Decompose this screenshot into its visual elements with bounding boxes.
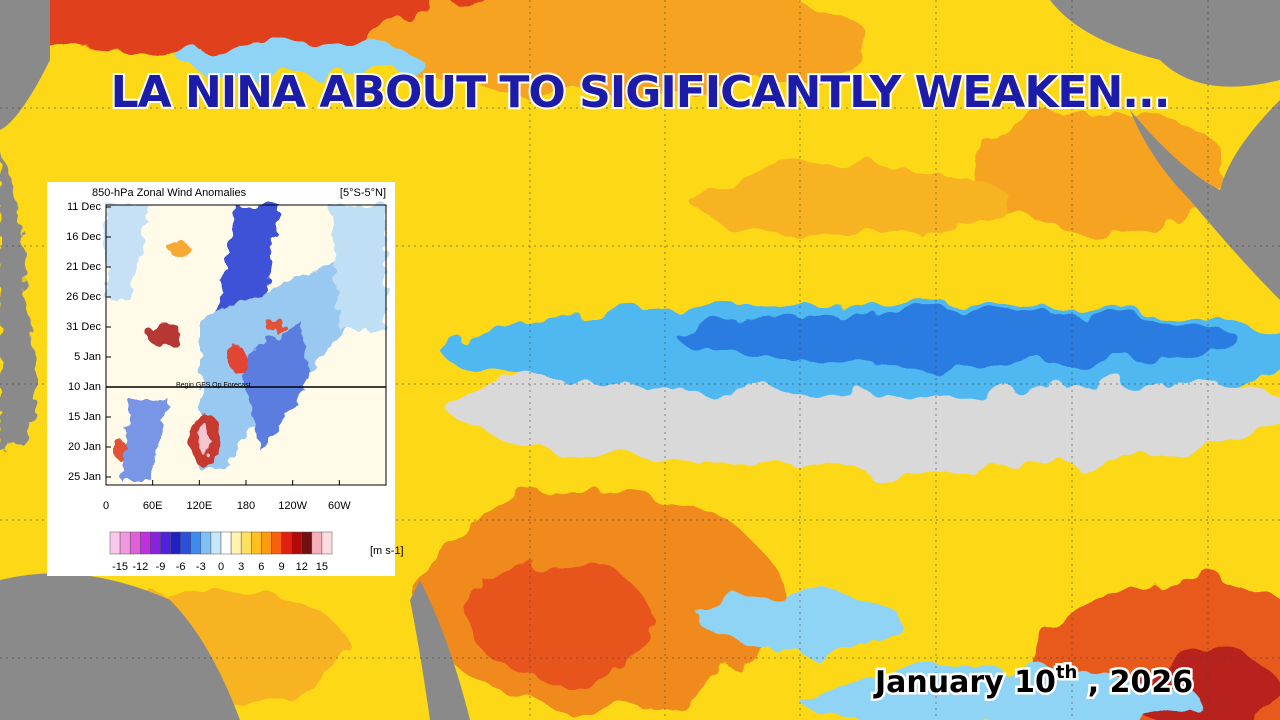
x-tick-label: 120W <box>278 500 307 512</box>
colorbar-swatch <box>140 531 151 555</box>
y-tick-label: 10 Jan <box>68 381 101 393</box>
x-tick-label: 120E <box>186 500 212 512</box>
colorbar-tick-label: 15 <box>316 561 328 573</box>
colorbar-tick-label: 12 <box>296 561 308 573</box>
inset-title: 850-hPa Zonal Wind Anomalies <box>92 187 247 199</box>
x-tick-label: 0 <box>103 500 109 512</box>
colorbar-tick-label: 0 <box>218 561 224 573</box>
colorbar-swatch <box>311 531 323 555</box>
colorbar-tick-label: 6 <box>258 561 264 573</box>
colorbar-swatch <box>170 531 181 555</box>
colorbar-tick-label: 3 <box>238 561 244 573</box>
y-tick-label: 5 Jan <box>74 351 101 363</box>
x-tick-label: 60W <box>328 500 351 512</box>
colorbar-swatch <box>301 531 313 555</box>
colorbar-tick-label: -15 <box>112 561 128 573</box>
colorbar-swatch <box>271 531 282 555</box>
hovmoller-field <box>105 204 387 486</box>
colorbar-swatch <box>261 531 272 555</box>
colorbar-swatch <box>230 531 242 555</box>
colorbar-swatch <box>210 531 222 555</box>
y-tick-label: 26 Dec <box>66 291 101 303</box>
y-tick-label: 25 Jan <box>68 471 101 483</box>
y-tick-label: 15 Jan <box>68 411 101 423</box>
x-tick-label: 60E <box>143 500 163 512</box>
colorbar-swatch <box>129 531 141 555</box>
y-tick-label: 11 Dec <box>67 201 102 213</box>
colorbar-tick-label: -6 <box>176 561 186 573</box>
colorbar-swatch <box>200 531 212 555</box>
title: LA NINA ABOUT TO SIGIFICANTLY WEAKEN... <box>111 67 1170 118</box>
colorbar-swatch <box>160 531 171 555</box>
colorbar-swatch <box>190 531 202 555</box>
y-tick-label: 21 Dec <box>66 261 101 273</box>
colorbar-swatch <box>251 531 262 555</box>
colorbar-swatch <box>150 531 161 555</box>
colorbar-swatch <box>220 531 232 555</box>
colorbar-swatch <box>281 531 292 555</box>
y-tick-label: 20 Jan <box>68 441 101 453</box>
date: January 10th , 2026 <box>873 662 1193 700</box>
colorbar-swatch <box>291 531 302 555</box>
colorbar-tick-label: -3 <box>196 561 206 573</box>
colorbar-swatch <box>180 531 191 555</box>
colorbar-swatch <box>321 531 333 555</box>
inset-chart: 850-hPa Zonal Wind Anomalies [5°S-5°N] <box>47 182 404 576</box>
colorbar-tick-label: -9 <box>156 561 166 573</box>
y-tick-label: 16 Dec <box>66 231 101 243</box>
y-tick-label: 31 Dec <box>66 321 101 333</box>
forecast-label: Begin GFS Op Forecast <box>176 382 251 389</box>
colorbar-tick-label: -12 <box>132 561 148 573</box>
colorbar-tick-label: 9 <box>278 561 284 573</box>
x-tick-label: 180 <box>237 500 255 512</box>
inset-region: [5°S-5°N] <box>340 187 386 199</box>
colorbar-swatch <box>240 531 252 555</box>
colorbar-swatch <box>119 531 131 555</box>
colorbar-unit: [m s-1] <box>370 545 404 557</box>
colorbar-swatch <box>109 531 121 555</box>
